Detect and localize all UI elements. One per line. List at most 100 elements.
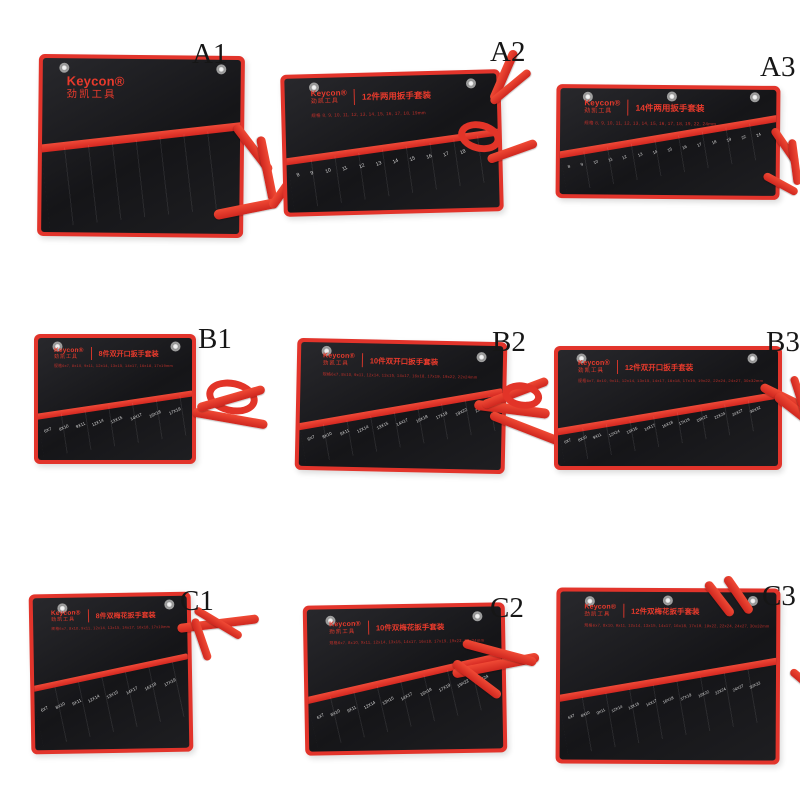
pouch-fabric: Keycon® 劲凯工具 12件双开口扳手套装 规格6x7, 8x10, 9x1…	[558, 350, 778, 466]
product-spec: 规格6x7, 8x10, 9x11, 12x14, 13x15, 14x17, …	[584, 622, 770, 629]
grommet-icon	[664, 596, 672, 605]
product-photo-B3: Keycon® 劲凯工具 12件双开口扳手套装 规格6x7, 8x10, 9x1…	[540, 318, 800, 490]
pocket-size-label: 12	[357, 162, 366, 171]
pouch-fabric: Keycon® 劲凯工具 10件双开口扳手套装 规格6x7, 8x10, 9x1…	[298, 341, 504, 471]
tool-roll-pouch: Keycon® 劲凯工具 12件双梅花扳手套装 规格6x7, 8x10, 9x1…	[555, 574, 800, 765]
brand-block: Keycon® 劲凯工具	[66, 73, 125, 102]
pocket-size-label: 8	[295, 171, 301, 179]
product-title: 12件两用扳手套装	[361, 89, 432, 102]
variant-label: A1	[192, 38, 228, 70]
brand-name-cn: 劲凯工具	[584, 108, 613, 115]
product-title: 12件双开口扳手套装	[624, 363, 694, 372]
product-title: 12件双梅花扳手套装	[631, 606, 700, 617]
brand-divider	[627, 99, 629, 116]
product-title: 10件双梅花扳手套装	[375, 622, 445, 633]
grommet-icon	[473, 612, 481, 620]
product-photo-A2: Keycon® 劲凯工具 12件两用扳手套装 规格 8, 9, 10, 11, …	[268, 28, 539, 223]
variant-label: A3	[760, 51, 796, 83]
grommet-icon	[749, 355, 756, 362]
pocket-size-label: 16	[425, 152, 434, 161]
pouch-fabric: Keycon® 劲凯工具 8件双梅花扳手套装 规格6x7, 8x10, 9x11…	[32, 595, 190, 751]
brand-block: Keycon® 劲凯工具 12件两用扳手套装	[311, 87, 432, 106]
tie-ribbon	[788, 667, 800, 691]
brand-name: Keycon®	[66, 73, 125, 89]
brand-divider	[353, 88, 356, 105]
brand-name-cn: 劲凯工具	[310, 98, 339, 105]
pocket-seams	[560, 120, 772, 192]
brand-block: Keycon® 劲凯工具 8件双梅花扳手套装	[51, 608, 156, 623]
pocket-size-label: 9	[579, 161, 584, 168]
brand-name: Keycon®	[578, 360, 610, 367]
pouch-fabric: Keycon® 劲凯工具	[41, 57, 241, 235]
tool-roll-pouch: Keycon® 劲凯工具 8件双开口扳手套装 规格6x7, 8x10, 9x11…	[34, 334, 269, 464]
brand-divider	[616, 360, 618, 375]
product-spec: 规格6x7, 8x10, 9x11, 12x14, 13x15, 14x17, …	[578, 378, 764, 383]
pocket-size-label: 8	[566, 163, 572, 170]
variant-label: B3	[766, 326, 800, 358]
brand-block: Keycon® 劲凯工具 8件双开口扳手套装	[54, 347, 159, 361]
product-title: 10件双开口扳手套装	[369, 356, 439, 367]
variant-label: C1	[180, 585, 214, 617]
tool-roll-pouch: Keycon® 劲凯工具 10件双开口扳手套装 规格6x7, 8x10, 9x1…	[294, 337, 567, 475]
grommet-icon	[60, 64, 68, 72]
product-spec: 规格6x7, 8x10, 9x11, 12x14, 13x15, 14x17, …	[322, 371, 478, 380]
brand-name-cn: 劲凯工具	[329, 628, 356, 636]
brand-name: Keycon®	[54, 347, 84, 354]
product-photo-B1: Keycon® 劲凯工具 8件双开口扳手套装 规格6x7, 8x10, 9x11…	[20, 318, 270, 480]
variant-label: B1	[198, 323, 232, 355]
grommet-icon	[172, 343, 179, 350]
product-photo-B2: Keycon® 劲凯工具 10件双开口扳手套装 规格6x7, 8x10, 9x1…	[280, 318, 567, 480]
grommet-icon	[165, 600, 173, 609]
product-spec: 规格 8, 9, 10, 11, 12, 13, 14, 15, 16, 17,…	[311, 110, 426, 119]
brand-divider	[361, 353, 363, 368]
pouch-fabric: Keycon® 劲凯工具 14件两用扳手套装 规格 8, 9, 10, 11, …	[559, 88, 777, 196]
variant-label: B2	[492, 326, 526, 358]
product-title: 8件双梅花扳手套装	[95, 612, 156, 621]
pocket-size-label: 10	[324, 167, 332, 175]
product-photo-C3: Keycon® 劲凯工具 12件双梅花扳手套装 规格6x7, 8x10, 9x1…	[540, 558, 800, 778]
product-photo-A3: Keycon® 劲凯工具 14件两用扳手套装 规格 8, 9, 10, 11, …	[540, 45, 800, 220]
pocket-size-label: 17	[442, 150, 450, 159]
brand-name-cn: 劲凯工具	[54, 354, 79, 361]
variant-label: A2	[490, 36, 526, 68]
pocket-size-label: 15	[408, 155, 417, 163]
brand-name-cn: 劲凯工具	[322, 360, 349, 367]
pouch-fabric: Keycon® 劲凯工具 12件双梅花扳手套装 规格6x7, 8x10, 9x1…	[559, 591, 777, 761]
pocket-size-label: 9	[309, 169, 315, 177]
variant-label: C3	[762, 580, 796, 612]
brand-name-cn: 劲凯工具	[578, 367, 605, 374]
pocket-size-label: 18	[459, 148, 467, 156]
product-title: 14件两用扳手套装	[635, 102, 705, 114]
brand-block: Keycon® 劲凯工具 10件双梅花扳手套装	[329, 619, 444, 635]
grommet-icon	[578, 355, 585, 362]
grommet-icon	[668, 93, 676, 101]
grommet-icon	[54, 343, 61, 350]
brand-block: Keycon® 劲凯工具 10件双开口扳手套装	[323, 352, 438, 369]
brand-name-cn: 劲凯工具	[51, 616, 76, 624]
brand-name-cn: 劲凯工具	[66, 88, 117, 102]
grommet-icon	[477, 353, 486, 361]
tool-roll-pouch: Keycon® 劲凯工具 10件双梅花扳手套装 规格6x7, 8x10, 9x1…	[302, 602, 540, 756]
product-photo-A1: Keycon® 劲凯工具 A1	[20, 28, 296, 243]
tool-roll-pouch: Keycon® 劲凯工具 14件两用扳手套装 规格 8, 9, 10, 11, …	[555, 84, 800, 200]
brand-name: Keycon®	[584, 98, 621, 108]
grommet-icon	[751, 93, 759, 101]
tool-roll-pouch: Keycon® 劲凯工具 8件双梅花扳手套装 规格6x7, 8x10, 9x11…	[28, 591, 260, 755]
pocket-size-label: 14	[391, 157, 400, 166]
pocket-size-label: 13	[374, 159, 383, 168]
product-title: 8件双开口扳手套装	[98, 351, 159, 358]
brand-name: Keycon®	[584, 603, 617, 611]
product-spec: 规格6x7, 8x10, 9x11, 12x14, 13x15, 14x17, …	[51, 624, 171, 632]
product-photo-C2: Keycon® 劲凯工具 10件双梅花扳手套装 规格6x7, 8x10, 9x1…	[290, 580, 540, 762]
tool-roll-pouch: Keycon® 劲凯工具 12件双开口扳手套装 规格6x7, 8x10, 9x1…	[554, 346, 800, 470]
brand-block: Keycon® 劲凯工具 12件双梅花扳手套装	[584, 603, 700, 619]
brand-block: Keycon® 劲凯工具 14件两用扳手套装	[584, 98, 705, 116]
grommet-icon	[467, 79, 475, 88]
brand-divider	[623, 603, 625, 619]
tool-roll-pouch: Keycon® 劲凯工具 12件两用扳手套装 规格 8, 9, 10, 11, …	[280, 48, 539, 217]
brand-divider	[90, 347, 92, 361]
pocket-size-label: 11	[341, 164, 349, 173]
tool-roll-pouch: Keycon® 劲凯工具	[37, 53, 296, 239]
brand-divider	[87, 609, 89, 623]
product-photo-C1: Keycon® 劲凯工具 8件双梅花扳手套装 规格6x7, 8x10, 9x11…	[18, 575, 270, 765]
